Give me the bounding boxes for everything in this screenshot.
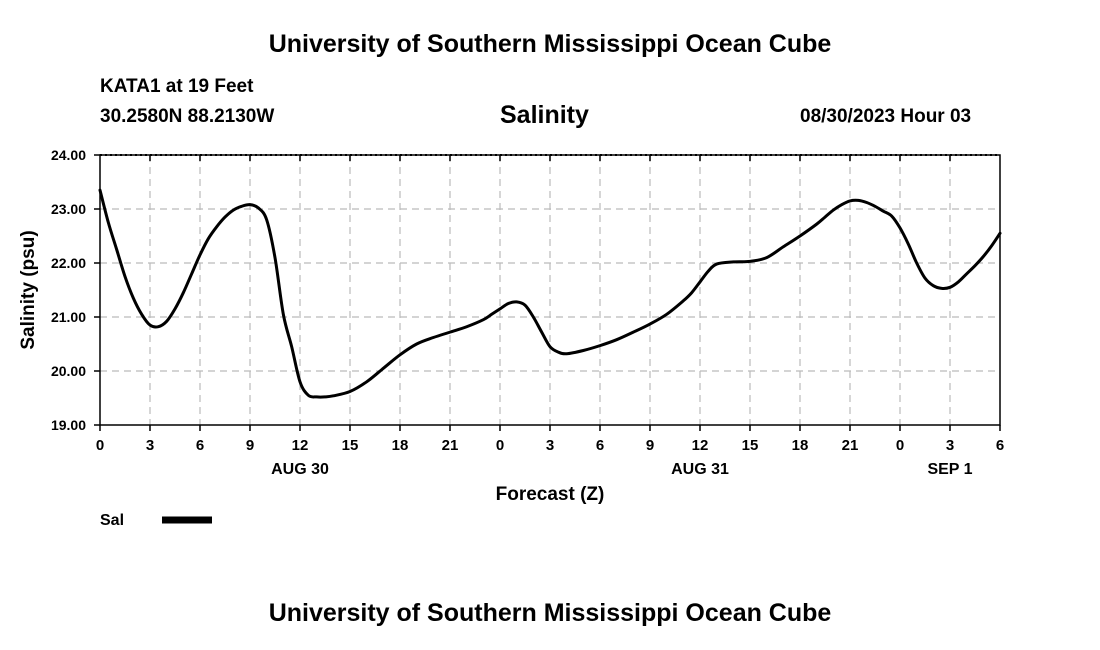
x-tick-label-7: 21 xyxy=(442,437,459,454)
x-tick-label-5: 15 xyxy=(342,437,359,454)
y-axis-tick-labels: 19.00 20.00 21.00 22.00 23.00 24.00 xyxy=(51,147,86,433)
x-tick-label-18: 6 xyxy=(996,437,1004,454)
y-tick-label-4: 23.00 xyxy=(51,201,86,217)
x-tick-label-1: 3 xyxy=(146,437,154,454)
coordinates-label: 30.2580N 88.2130W xyxy=(100,106,275,127)
salinity-series-line xyxy=(98,188,1002,399)
x-tick-label-0: 0 xyxy=(96,437,104,454)
x-axis-tick-labels: 0 3 6 9 12 15 18 21 0 3 6 9 12 15 18 21 0 3 6 xyxy=(96,437,1004,454)
x-tick-label-16: 0 xyxy=(896,437,904,454)
legend: Sal xyxy=(100,512,212,529)
date-labels: AUG 30 AUG 31 SEP 1 xyxy=(271,461,973,478)
station-label: KATA1 at 19 Feet xyxy=(100,76,254,97)
x-tick-label-13: 15 xyxy=(742,437,759,454)
date-label-2: SEP 1 xyxy=(927,461,972,478)
x-tick-label-8: 0 xyxy=(496,437,504,454)
forecast-datetime: 08/30/2023 Hour 03 xyxy=(800,106,972,127)
chart-grid xyxy=(100,155,1000,425)
x-tick-label-9: 3 xyxy=(546,437,554,454)
axis-ticks xyxy=(94,154,1001,431)
y-tick-label-5: 24.00 xyxy=(51,147,86,163)
y-tick-label-1: 20.00 xyxy=(51,363,86,379)
x-tick-label-12: 12 xyxy=(692,437,709,454)
y-tick-label-3: 22.00 xyxy=(51,255,86,271)
x-tick-label-4: 12 xyxy=(292,437,309,454)
x-tick-label-17: 3 xyxy=(946,437,954,454)
x-tick-label-6: 18 xyxy=(392,437,409,454)
page-title: University of Southern Mississippi Ocean… xyxy=(268,30,832,58)
x-tick-label-10: 6 xyxy=(596,437,604,454)
x-tick-label-14: 18 xyxy=(792,437,809,454)
footer-title: University of Southern Mississippi Ocean… xyxy=(268,599,832,627)
date-label-1: AUG 31 xyxy=(671,461,729,478)
chart-title: Salinity xyxy=(500,101,589,129)
date-label-0: AUG 30 xyxy=(271,461,329,478)
y-tick-label-2: 21.00 xyxy=(51,309,86,325)
x-tick-label-2: 6 xyxy=(196,437,204,454)
y-tick-label-0: 19.00 xyxy=(51,417,86,433)
x-tick-label-3: 9 xyxy=(246,437,254,454)
y-axis-label: Salinity (psu) xyxy=(18,230,39,349)
x-tick-label-15: 21 xyxy=(842,437,859,454)
legend-label-sal: Sal xyxy=(100,512,124,529)
x-tick-label-11: 9 xyxy=(646,437,654,454)
x-axis-label: Forecast (Z) xyxy=(496,484,605,505)
